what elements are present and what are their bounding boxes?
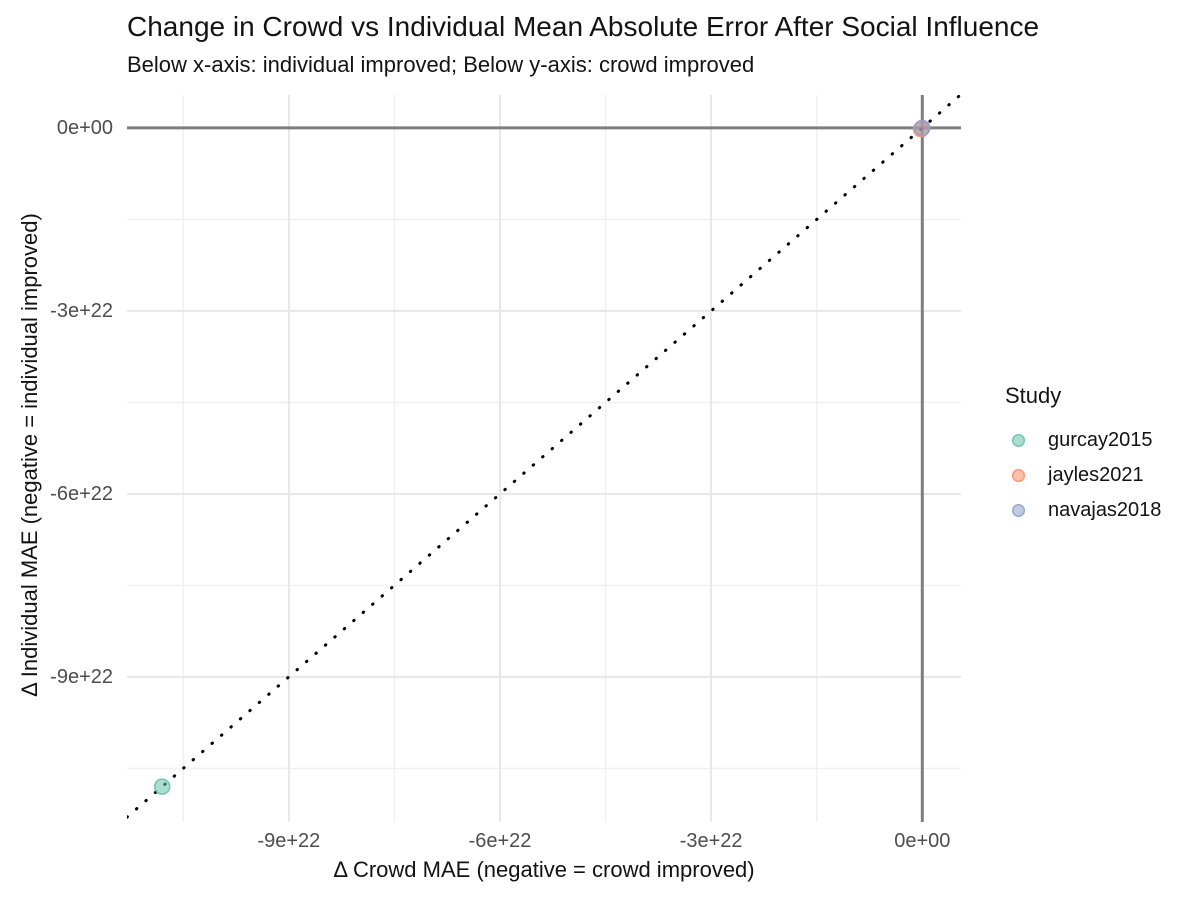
y-tick-label: 0e+00 — [56, 116, 113, 139]
x-tick-label: -9e+22 — [257, 830, 321, 852]
chart-subtitle: Below x-axis: individual improved; Below… — [127, 52, 755, 77]
x-tick-label: -3e+22 — [679, 830, 743, 852]
legend-item-label: gurcay2015 — [1048, 429, 1153, 451]
legend-item-label: navajas2018 — [1048, 499, 1162, 521]
plot-canvas — [125, 93, 962, 822]
legend-item-gurcay2015: gurcay2015 — [1005, 423, 1161, 458]
legend-item-navajas2018: navajas2018 — [1005, 493, 1161, 528]
legend-item-label: jayles2021 — [1048, 464, 1144, 486]
x-tick-label: -6e+22 — [468, 830, 532, 852]
y-axis-title: Δ Individual MAE (negative = individual … — [17, 213, 42, 697]
legend: Study gurcay2015 jayles2021 navajas2018 — [1005, 383, 1161, 528]
legend-dot-icon — [1012, 434, 1025, 447]
plot-panel — [125, 93, 962, 822]
legend-dot-icon — [1012, 469, 1025, 482]
data-point-navajas2018 — [913, 119, 931, 137]
data-point-gurcay2015 — [153, 778, 171, 795]
y-tick-label: -3e+22 — [50, 299, 113, 322]
legend-item-jayles2021: jayles2021 — [1005, 458, 1161, 493]
x-tick-label: 0e+00 — [894, 830, 951, 852]
y-tick-label: -6e+22 — [50, 482, 113, 505]
legend-title: Study — [1005, 383, 1062, 408]
legend-dot-icon — [1012, 504, 1025, 517]
y-tick-label: -9e+22 — [50, 665, 113, 688]
identity-line — [125, 93, 962, 819]
chart-title: Change in Crowd vs Individual Mean Absol… — [127, 11, 1040, 42]
x-axis-title: Δ Crowd MAE (negative = crowd improved) — [333, 857, 755, 882]
